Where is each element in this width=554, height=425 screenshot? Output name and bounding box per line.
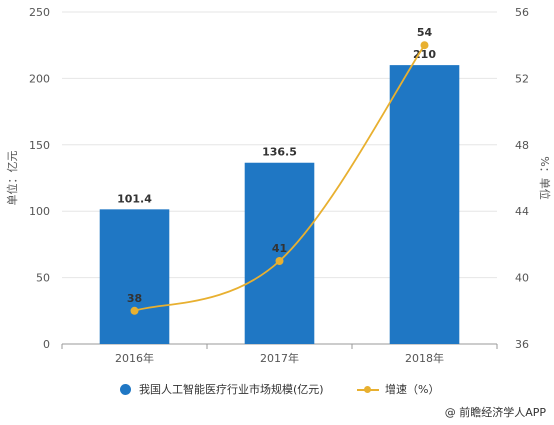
bar	[389, 65, 460, 345]
growth-point	[130, 306, 139, 315]
growth-point	[275, 257, 284, 265]
y2-tick-label: 52	[515, 72, 529, 85]
legend: 我国人工智能医疗行业市场规模(亿元) 增速（%）	[0, 381, 554, 401]
left-axis: 0 50 100 150 200 250	[29, 6, 50, 351]
legend-line-swatch	[357, 384, 379, 395]
right-axis: 36 40 44 48 52 56	[515, 6, 529, 351]
bar-value-label: 101.4	[117, 192, 152, 205]
y-tick-label: 200	[29, 72, 50, 85]
x-tick-label: 2016年	[115, 351, 154, 365]
bar	[244, 162, 315, 344]
legend-item-line[interactable]: 增速（%）	[357, 381, 439, 397]
y2-tick-label: 48	[515, 139, 529, 152]
bar-labels: 101.4 136.5 210	[117, 48, 436, 205]
bar	[99, 209, 170, 344]
y2-axis-title: %：单位	[538, 156, 552, 199]
legend-bar-label: 我国人工智能医疗行业市场规模(亿元)	[139, 383, 324, 396]
y-tick-label: 100	[29, 205, 50, 218]
bar-value-label: 136.5	[262, 146, 297, 159]
y2-tick-label: 44	[515, 205, 529, 218]
source-credit: @ 前瞻经济学人APP	[444, 406, 546, 419]
legend-item-bar[interactable]: 我国人工智能医疗行业市场规模(亿元)	[120, 381, 324, 397]
y2-tick-label: 56	[515, 6, 529, 19]
x-axis: 2016年 2017年 2018年	[61, 344, 498, 365]
growth-line-path	[134, 44, 426, 312]
bars	[99, 65, 460, 345]
y-axis-title: 单位：亿元	[5, 151, 19, 206]
growth-value-label: 41	[272, 242, 287, 255]
y-tick-label: 50	[36, 272, 50, 285]
legend-line-label: 增速（%）	[385, 383, 440, 396]
y2-tick-label: 40	[515, 272, 529, 285]
growth-value-label: 38	[127, 292, 142, 305]
y2-tick-label: 36	[515, 338, 529, 351]
growth-point	[420, 41, 429, 50]
y-tick-label: 150	[29, 139, 50, 152]
y-tick-label: 0	[43, 338, 50, 351]
bar-value-label: 210	[413, 48, 436, 61]
growth-line: 38 41 54	[127, 26, 433, 315]
x-tick-label: 2017年	[260, 351, 299, 365]
growth-value-label: 54	[417, 26, 433, 39]
y-tick-label: 250	[29, 6, 50, 19]
x-tick-label: 2018年	[405, 351, 444, 365]
legend-bar-swatch	[120, 383, 131, 395]
